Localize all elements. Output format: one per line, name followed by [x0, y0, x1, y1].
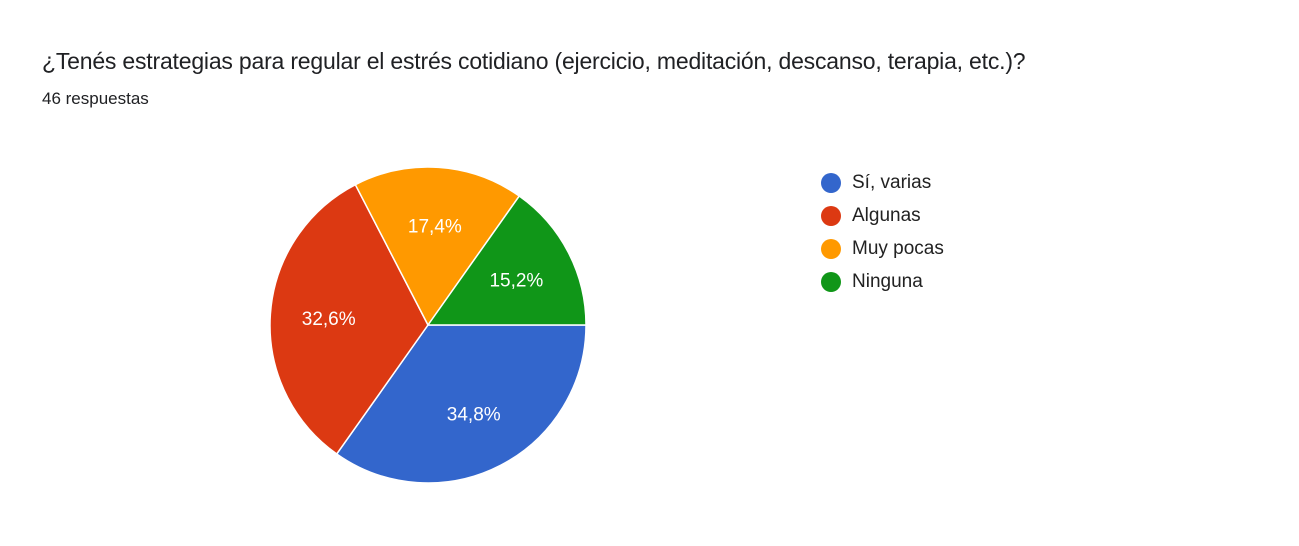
pie-slice-2[interactable]	[354, 166, 521, 327]
legend-item-ninguna[interactable]: Ninguna	[821, 265, 944, 298]
legend-dot-icon	[821, 205, 841, 226]
legend-item-si-varias[interactable]: Sí, varias	[821, 166, 944, 199]
slice-label: 34,8%	[447, 404, 501, 425]
legend-item-muy-pocas[interactable]: Muy pocas	[821, 232, 944, 265]
legend-label: Algunas	[852, 204, 921, 226]
legend-item-algunas[interactable]: Algunas	[821, 199, 944, 232]
legend-dot-icon	[821, 238, 841, 259]
pie-slice-1[interactable]	[269, 183, 429, 456]
response-count: 46 respuestas	[42, 89, 149, 108]
pie-slice-3[interactable]	[426, 194, 587, 326]
legend: Sí, varias Algunas Muy pocas Ninguna	[821, 166, 944, 298]
legend-dot-icon	[821, 271, 841, 292]
slice-label: 32,6%	[302, 309, 356, 330]
pie-slice-0[interactable]	[335, 324, 587, 484]
legend-dot-icon	[821, 172, 841, 193]
slice-label: 17,4%	[408, 217, 462, 238]
chart-title: ¿Tenés estrategias para regular el estré…	[42, 48, 1026, 74]
legend-label: Sí, varias	[852, 171, 932, 193]
slice-label: 15,2%	[489, 270, 543, 291]
legend-label: Ninguna	[852, 270, 923, 292]
legend-label: Muy pocas	[852, 237, 944, 259]
